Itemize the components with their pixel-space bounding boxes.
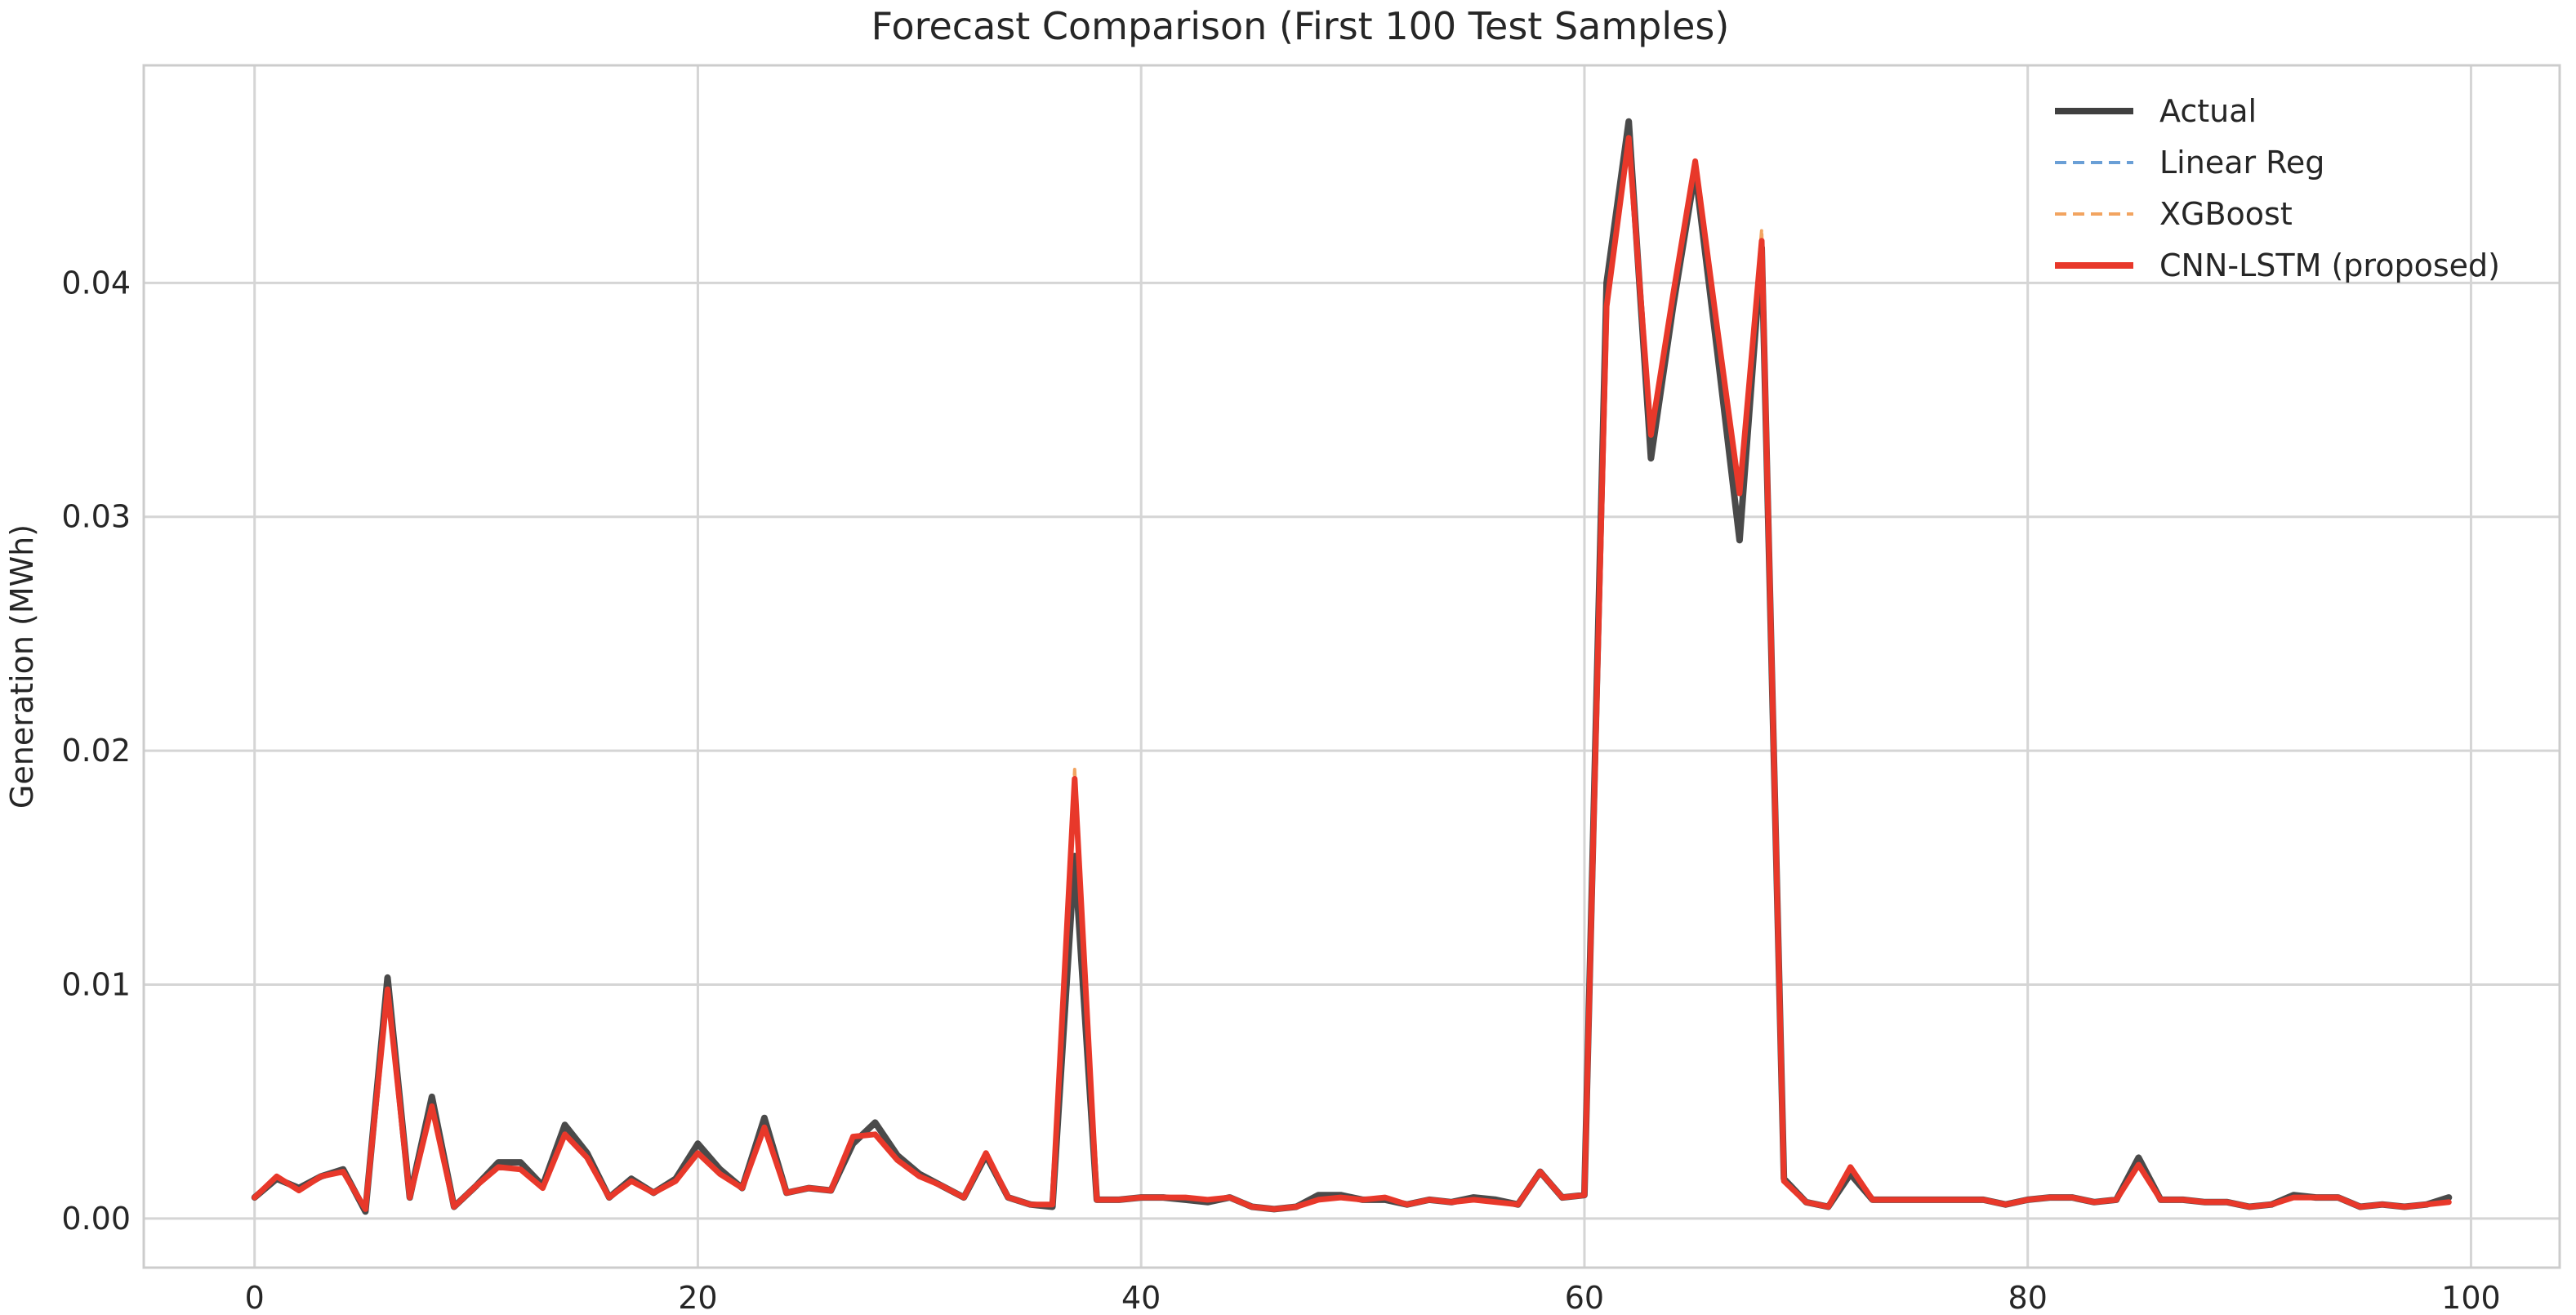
x-tick-label: 100 <box>2441 1280 2501 1315</box>
plot-frame <box>142 64 2561 1269</box>
grid-layer <box>144 65 2560 1268</box>
x-tick-label: 20 <box>678 1280 717 1315</box>
legend-label: Actual <box>2159 93 2257 129</box>
legend-label: XGBoost <box>2159 196 2293 232</box>
y-axis-label: Generation (MWh) <box>4 524 40 809</box>
series-line-cnn-lstm-proposed <box>252 135 2452 1212</box>
x-tick-label: 0 <box>245 1280 265 1315</box>
y-tick-label: 0.04 <box>61 265 131 301</box>
x-tick-label: 80 <box>2008 1280 2048 1315</box>
chart-title: Forecast Comparison (First 100 Test Samp… <box>871 4 1730 48</box>
x-tick-label: 40 <box>1121 1280 1161 1315</box>
series-layer <box>251 118 2453 1215</box>
y-tick-label: 0.03 <box>61 499 131 535</box>
y-tick-label: 0.00 <box>61 1201 131 1237</box>
axes-layer: 0 20 40 60 80 100 0.00 0.01 0.02 0.03 0.04 <box>61 64 2561 1315</box>
legend-label: CNN-LSTM (proposed) <box>2159 247 2500 283</box>
y-tick-label: 0.01 <box>61 966 131 1002</box>
legend: Actual Linear Reg XGBoost CNN-LSTM (propose… <box>2055 93 2500 283</box>
legend-label: Linear Reg <box>2159 145 2324 181</box>
y-tick-label: 0.02 <box>61 733 131 769</box>
x-tick-label: 60 <box>1565 1280 1604 1315</box>
